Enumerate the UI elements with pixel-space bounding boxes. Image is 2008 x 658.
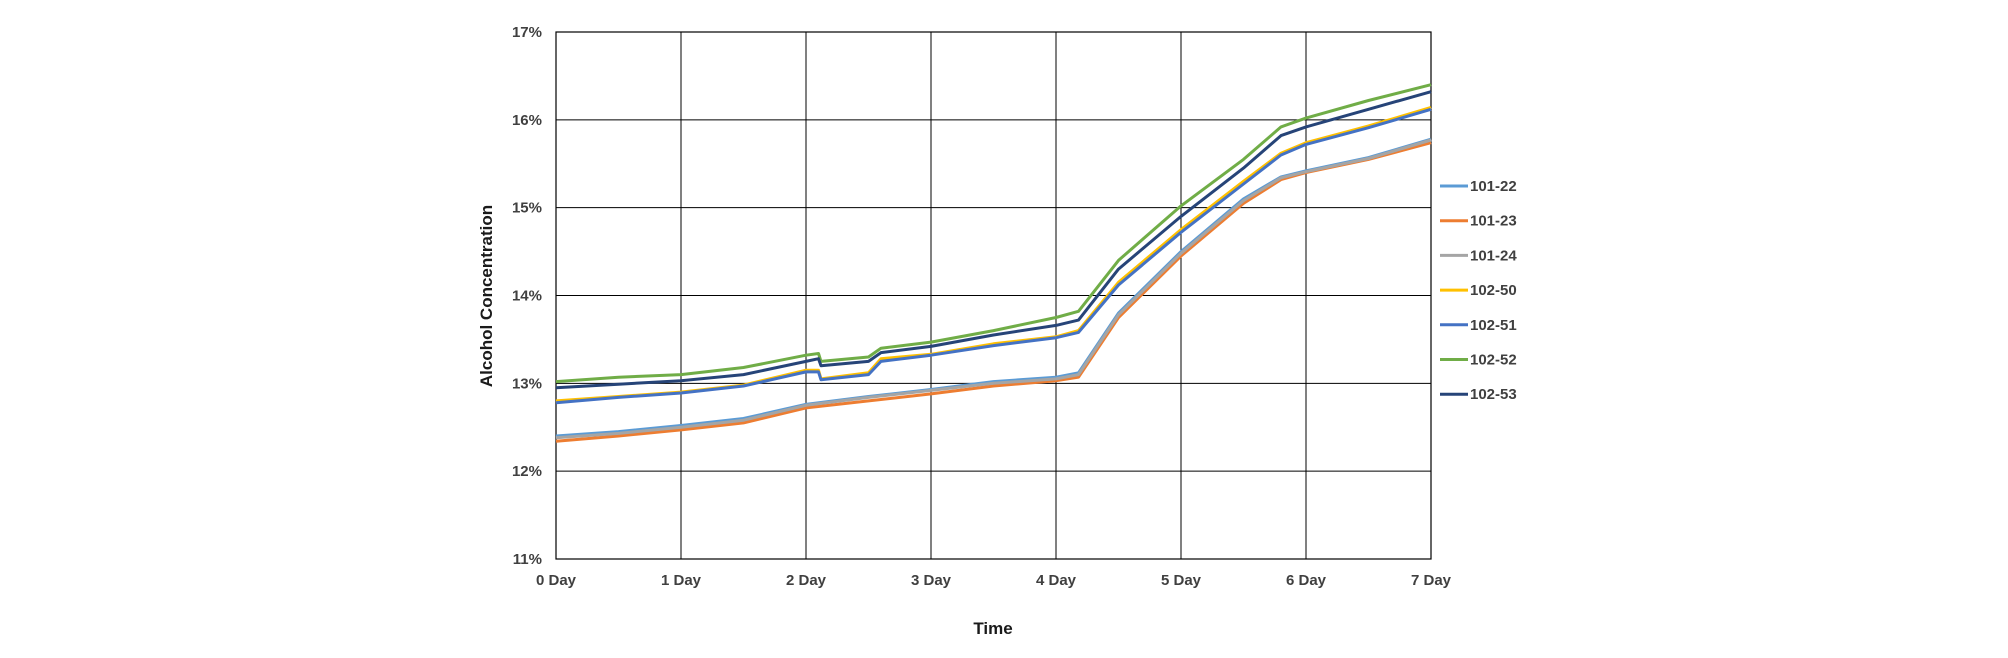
legend: 101-22 101-23 101-24 102-50 102-51 102-52 102-…: [1440, 178, 1517, 403]
y-tick-label: 17%: [512, 24, 542, 41]
legend-label-101-24: 101-24: [1470, 247, 1517, 264]
series-line-102-52: [555, 83, 1432, 384]
legend-label-102-50: 102-50: [1470, 282, 1517, 299]
x-tick-label: 5 Day: [1161, 572, 1202, 589]
x-tick-label: 7 Day: [1411, 572, 1452, 589]
grid-lines: [555, 31, 1432, 560]
legend-label-102-52: 102-52: [1470, 352, 1517, 369]
y-tick-label: 13%: [512, 375, 542, 392]
y-tick-label: 12%: [512, 463, 542, 480]
y-tick-label: 11%: [513, 551, 542, 568]
y-tick-label: 15%: [512, 200, 542, 217]
series-line-101-24: [555, 138, 1432, 440]
legend-label-101-22: 101-22: [1470, 178, 1517, 195]
legend-label-101-23: 101-23: [1470, 213, 1517, 230]
x-tick-label: 2 Day: [786, 572, 827, 589]
x-tick-label: 3 Day: [911, 572, 952, 589]
x-axis-title: Time: [973, 619, 1012, 638]
x-tick-label: 6 Day: [1286, 572, 1327, 589]
legend-label-102-53: 102-53: [1470, 386, 1517, 403]
y-tick-label: 14%: [512, 288, 542, 305]
x-axis-ticks: 0 Day 1 Day 2 Day 3 Day 4 Day 5 Day 6 Day 7 Day: [536, 572, 1452, 589]
x-tick-label: 4 Day: [1036, 572, 1077, 589]
x-tick-label: 1 Day: [661, 572, 702, 589]
legend-label-102-51: 102-51: [1470, 317, 1517, 334]
y-axis-title: Alcohol Concentration: [477, 205, 496, 387]
series-line-102-51: [555, 107, 1432, 405]
series-lines: [555, 83, 1432, 443]
series-line-102-53: [555, 90, 1432, 390]
y-tick-label: 16%: [512, 112, 542, 129]
y-axis-ticks: 11% 12% 13% 14% 15% 16% 17%: [512, 24, 542, 568]
x-tick-label: 0 Day: [536, 572, 577, 589]
